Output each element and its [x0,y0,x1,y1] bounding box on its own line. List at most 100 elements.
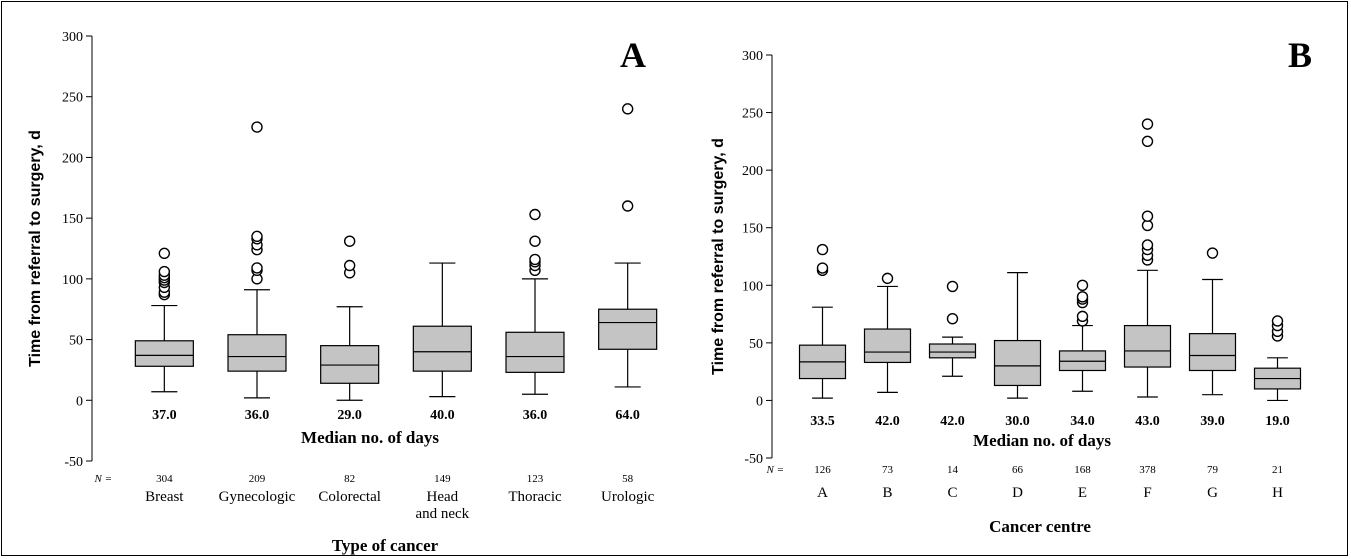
category-label: Urologic [601,489,655,505]
y-tick-label: 250 [62,91,83,106]
y-tick-label: 0 [76,394,83,409]
median-value-label: 64.0 [615,408,640,423]
category-label: F [1143,485,1151,501]
category-label: Gynecologic [219,489,296,505]
iqr-box [928,343,977,359]
outlier-point [1076,310,1089,323]
y-tick-label: 200 [62,151,83,166]
median-caption: Median no. of days [973,431,1111,450]
y-tick-label: 200 [742,164,763,179]
n-count-label: 66 [1012,464,1024,476]
panel-label: A [620,35,646,75]
y-tick-label: 150 [62,212,83,227]
y-tick-label: 50 [749,337,763,352]
n-count-label: 58 [622,473,634,485]
iqr-box [598,308,658,350]
n-count-label: 149 [434,473,451,485]
median-caption: Median no. of days [301,428,439,447]
n-prefix-label: N = [93,473,112,485]
y-tick-label: 100 [742,279,763,294]
iqr-box [1188,333,1237,372]
y-tick-label: -50 [64,455,83,470]
n-count-label: 378 [1139,464,1156,476]
iqr-box [505,331,565,373]
median-value-label: 39.0 [1200,414,1225,429]
outlier-point [158,265,171,278]
median-value-label: 40.0 [430,408,455,423]
y-tick-label: 250 [742,107,763,122]
y-tick-label: 50 [69,334,83,349]
median-value-label: 43.0 [1135,414,1160,429]
y-tick-label: 0 [756,394,763,409]
median-value-label: 36.0 [245,408,270,423]
outlier-point [251,121,263,133]
category-label: C [947,485,957,501]
outlier-point [816,243,829,256]
outlier-point [251,230,263,243]
y-tick-label: 300 [742,49,763,64]
y-axis-label: Time from referral to surgery, d [710,138,727,375]
x-axis-title: Type of cancer [332,536,439,555]
outlier-point [1141,118,1154,130]
panel-label: B [1288,35,1312,75]
outlier-point [1076,279,1089,291]
outlier-point [1076,291,1089,303]
outlier-point [946,312,959,325]
n-count-label: 82 [344,473,355,485]
category-label: H [1272,485,1283,501]
category-label: D [1012,485,1023,501]
iqr-box [1123,324,1172,368]
n-count-label: 14 [947,464,959,476]
y-tick-label: 100 [62,273,83,288]
n-count-label: 79 [1207,464,1219,476]
median-value-label: 42.0 [875,414,900,429]
outlier-point [881,272,894,285]
outlier-point [816,262,829,274]
x-axis-title: Cancer centre [989,517,1091,536]
n-count-label: 73 [882,464,894,476]
outlier-point [1141,135,1154,148]
outlier-point [343,235,356,247]
outlier-point [1141,239,1154,251]
y-tick-label: -50 [744,452,763,467]
n-prefix-label: N = [765,464,784,476]
outlier-point [1141,210,1154,222]
median-value-label: 42.0 [940,414,965,429]
median-value-label: 37.0 [152,408,177,423]
outlier-point [621,103,634,115]
outlier-point [946,280,959,293]
outlier-point [529,208,541,221]
category-label: Thoracic [508,489,562,505]
n-count-label: 126 [814,464,831,476]
outlier-point [529,253,541,266]
n-count-label: 209 [249,473,266,485]
n-count-label: 168 [1074,464,1091,476]
iqr-box [412,325,472,372]
iqr-box [227,334,287,372]
median-value-label: 36.0 [523,408,548,423]
iqr-box [134,340,194,367]
category-label: G [1207,485,1218,501]
iqr-box [863,328,912,364]
median-value-label: 29.0 [337,408,362,423]
median-value-label: 30.0 [1005,414,1030,429]
n-count-label: 21 [1272,464,1283,476]
category-label: E [1078,485,1087,501]
outlier-point [1206,247,1219,259]
outlier-point [251,262,263,274]
iqr-box [320,345,380,384]
median-value-label: 34.0 [1070,414,1095,429]
outlier-point [158,247,171,260]
y-axis-label: Time from referral to surgery, d [27,130,44,367]
outlier-point [621,200,634,212]
outlier-point [1141,219,1154,232]
median-value-label: 33.5 [810,414,835,429]
category-label: Head and neck [415,489,469,522]
y-tick-label: 300 [62,30,83,45]
category-label: Breast [145,489,184,505]
outlier-point [1271,315,1284,327]
median-value-label: 19.0 [1265,414,1290,429]
outlier-point [343,259,356,272]
